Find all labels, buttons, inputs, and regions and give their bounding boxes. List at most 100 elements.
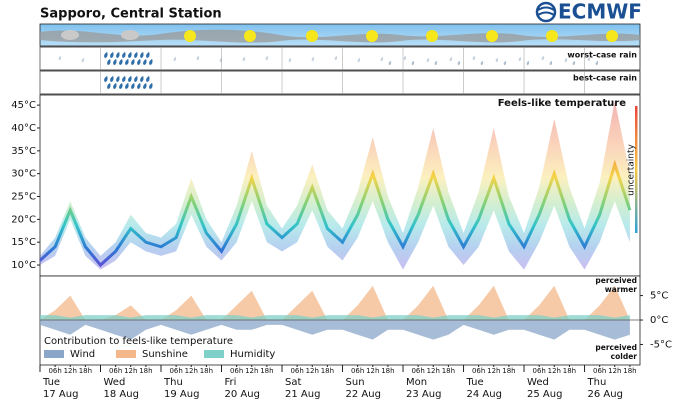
- drop-icon: [595, 60, 599, 66]
- drop-icon: [449, 56, 453, 62]
- y-tick-label: 45°C: [11, 100, 36, 111]
- date-label: 17 Aug: [43, 389, 78, 400]
- worst-rain-panel: [39, 46, 641, 71]
- contribution-area: [40, 285, 630, 321]
- legend-label: Wind: [70, 349, 95, 360]
- cloud-icon: [121, 30, 139, 40]
- legend-swatch: [44, 350, 64, 358]
- colder-label: perceived: [595, 343, 637, 352]
- uncertainty-band: [40, 100, 630, 270]
- legend-label: Humidity: [230, 349, 275, 360]
- hour-label: 06h: [411, 367, 424, 375]
- drop-icon: [403, 55, 407, 61]
- y-tick-label: 5°C: [650, 291, 668, 302]
- date-label: 23 Aug: [406, 389, 441, 400]
- rain-icons: [58, 51, 599, 90]
- drop-icon: [113, 82, 117, 90]
- date-label: 24 Aug: [467, 389, 502, 400]
- hour-label: 12h: [185, 367, 198, 375]
- drop-icon: [495, 57, 499, 63]
- drop-icon: [58, 55, 62, 61]
- drop-icon: [380, 56, 384, 62]
- y-tick-label: 15°C: [11, 237, 36, 248]
- sun-icon: [486, 30, 498, 42]
- warmer-label: warmer: [605, 285, 638, 294]
- drop-icon: [334, 55, 338, 61]
- best-rain-label: best-case rain: [573, 74, 637, 83]
- hour-label: 12h: [245, 367, 258, 375]
- temperature-plot: 10°C 15°C 20°C 25°C 30°C 35°C 40°C 45°C: [11, 100, 632, 271]
- date-label: 19 Aug: [164, 389, 199, 400]
- drop-icon: [107, 58, 111, 66]
- drop-icon: [434, 60, 438, 66]
- drop-icon: [149, 58, 153, 66]
- drop-icon: [457, 60, 461, 66]
- hour-label: 06h: [593, 367, 606, 375]
- day-label: Sat: [285, 377, 301, 388]
- drop-icon: [122, 75, 126, 83]
- y-tick-label: 10°C: [11, 260, 36, 271]
- title: Sapporo, Central Station: [40, 7, 222, 22]
- drop-icon: [110, 75, 114, 83]
- drop-icon: [518, 56, 522, 62]
- drop-icon: [480, 60, 484, 66]
- hour-label: 18h: [381, 367, 394, 375]
- day-label: Thu: [163, 377, 183, 388]
- date-label: 25 Aug: [527, 389, 562, 400]
- drop-icon: [125, 82, 129, 90]
- y-tick-label: 0°C: [650, 315, 668, 326]
- hour-label: 06h: [109, 367, 122, 375]
- drop-icon: [131, 58, 135, 66]
- drop-icon: [128, 51, 132, 59]
- hour-label: 12h: [306, 367, 319, 375]
- date-label: 26 Aug: [588, 389, 623, 400]
- warmer-label: perceived: [595, 276, 637, 285]
- drop-icon: [411, 60, 415, 66]
- hour-label: 06h: [169, 367, 182, 375]
- drop-icon: [116, 75, 120, 83]
- drop-icon: [119, 82, 123, 90]
- date-label: 18 Aug: [104, 389, 139, 400]
- contribution-plot: 5°C 0°C -5°C: [40, 285, 672, 350]
- hour-label: 06h: [351, 367, 364, 375]
- drop-icon: [587, 56, 591, 62]
- drop-icon: [173, 56, 177, 62]
- drop-icon: [137, 82, 141, 90]
- drop-icon: [146, 75, 150, 83]
- uncertainty-label: uncertainty: [627, 143, 637, 195]
- hour-label: 12h: [124, 367, 137, 375]
- uncertainty-bar: [635, 106, 638, 233]
- hour-label: 12h: [366, 367, 379, 375]
- sun-icon: [184, 30, 196, 42]
- drop-icon: [128, 75, 132, 83]
- day-label: Mon: [406, 377, 427, 388]
- day-label: Thu: [587, 377, 607, 388]
- sun-icon: [546, 30, 558, 42]
- hour-label: 06h: [290, 367, 303, 375]
- best-rain-panel: [39, 70, 641, 95]
- hour-label: 06h: [472, 367, 485, 375]
- sun-icon: [606, 30, 618, 42]
- drop-icon: [137, 58, 141, 66]
- drop-icon: [104, 51, 108, 59]
- drop-icon: [131, 82, 135, 90]
- logo: ECMWF: [535, 0, 642, 24]
- drop-icon: [564, 57, 568, 63]
- drop-icon: [149, 82, 153, 90]
- drop-icon: [134, 75, 138, 83]
- drop-icon: [426, 57, 430, 63]
- sun-icon: [426, 30, 438, 42]
- day-label: Tue: [466, 377, 484, 388]
- day-label: Fri: [225, 377, 237, 388]
- drop-icon: [122, 51, 126, 59]
- y-tick-label: 25°C: [11, 192, 36, 203]
- drop-icon: [541, 55, 545, 61]
- sun-icon: [244, 30, 256, 42]
- y-tick-label: 20°C: [11, 214, 36, 225]
- drop-icon: [140, 75, 144, 83]
- hour-label: 18h: [200, 367, 213, 375]
- drop-icon: [549, 60, 553, 66]
- day-label: Sun: [346, 377, 365, 388]
